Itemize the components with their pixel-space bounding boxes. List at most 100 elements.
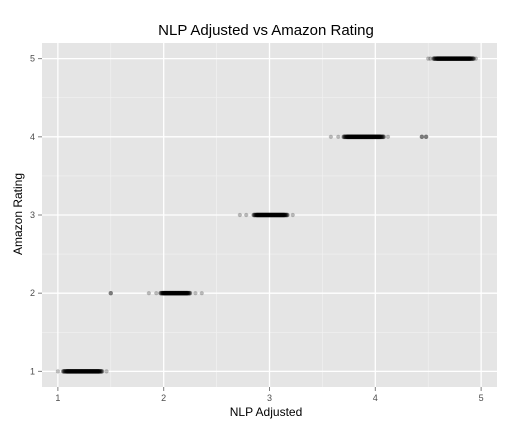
data-point <box>345 134 350 140</box>
data-point <box>92 369 97 374</box>
data-point <box>268 212 274 218</box>
data-point <box>377 134 382 140</box>
data-point <box>164 290 170 296</box>
data-point <box>81 369 86 374</box>
data-point <box>199 291 204 296</box>
data-point <box>358 134 364 140</box>
data-point <box>98 369 104 374</box>
data-point <box>466 56 471 61</box>
data-point <box>358 134 363 140</box>
data-point <box>82 369 87 374</box>
data-point <box>253 212 258 218</box>
data-point <box>253 212 259 218</box>
data-point <box>95 369 100 374</box>
data-point <box>165 290 171 296</box>
data-point <box>375 134 381 140</box>
data-point <box>73 369 79 374</box>
data-point <box>98 369 104 374</box>
data-point <box>444 56 450 61</box>
data-point <box>470 56 476 61</box>
data-point <box>459 56 465 61</box>
data-point <box>454 56 459 61</box>
data-point <box>436 56 442 61</box>
data-point <box>367 134 373 140</box>
data-point <box>271 212 277 218</box>
data-point <box>179 290 184 296</box>
data-point <box>275 212 281 218</box>
data-point <box>375 134 381 140</box>
grid <box>42 43 497 387</box>
data-point <box>85 369 91 374</box>
data-point <box>161 290 167 296</box>
data-point <box>448 56 454 61</box>
data-point <box>167 290 172 296</box>
data-point <box>426 56 431 61</box>
data-point <box>462 56 467 61</box>
data-point <box>446 56 452 61</box>
data-point <box>373 134 379 140</box>
data-point <box>277 212 283 218</box>
data-point <box>367 134 372 140</box>
data-point <box>444 56 449 61</box>
data-point <box>269 212 275 218</box>
data-point <box>454 56 460 61</box>
data-point <box>468 56 474 61</box>
data-point <box>68 369 73 374</box>
data-point <box>267 212 273 218</box>
data-point <box>91 369 97 374</box>
data-point <box>108 290 113 296</box>
data-point <box>67 369 72 374</box>
data-point <box>183 290 189 296</box>
data-point <box>445 56 450 61</box>
data-point <box>381 134 386 140</box>
data-point <box>255 212 261 218</box>
data-point <box>257 212 263 218</box>
data-point <box>351 134 357 140</box>
data-point <box>369 134 374 140</box>
data-point <box>455 56 461 61</box>
data-point <box>353 134 359 140</box>
data-point <box>164 290 170 296</box>
data-point <box>283 212 289 218</box>
data-point <box>349 134 354 140</box>
data-point <box>179 290 185 296</box>
data-point <box>255 212 260 218</box>
data-point <box>437 56 442 61</box>
data-point <box>170 290 176 296</box>
data-point <box>93 369 99 374</box>
data-point <box>176 290 182 296</box>
data-point <box>74 369 80 374</box>
data-point <box>71 369 77 374</box>
chart-title: NLP Adjusted vs Amazon Rating <box>158 22 374 39</box>
data-point <box>86 369 92 374</box>
data-point <box>355 134 360 140</box>
data-point <box>461 56 466 61</box>
data-point <box>471 56 477 61</box>
data-point <box>366 134 371 140</box>
data-point <box>281 212 286 218</box>
data-point <box>72 369 78 374</box>
data-point <box>186 290 192 296</box>
data-point <box>175 290 180 296</box>
data-point <box>268 212 273 218</box>
data-point <box>159 290 164 296</box>
data-point <box>263 212 269 218</box>
data-point <box>79 369 84 374</box>
x-tick-label: 1 <box>55 393 60 403</box>
data-point <box>374 134 380 140</box>
data-point <box>80 369 86 374</box>
data-point <box>351 134 356 140</box>
data-point <box>360 134 365 140</box>
data-point <box>81 369 87 374</box>
data-point <box>89 369 95 374</box>
data-point <box>328 134 333 139</box>
data-point <box>176 290 182 296</box>
data-point <box>256 212 262 218</box>
data-point <box>349 134 355 140</box>
data-point <box>96 369 102 374</box>
data-point <box>180 290 185 296</box>
data-point <box>346 134 352 140</box>
data-point <box>263 212 268 218</box>
data-point <box>86 369 91 374</box>
data-point <box>164 290 169 296</box>
